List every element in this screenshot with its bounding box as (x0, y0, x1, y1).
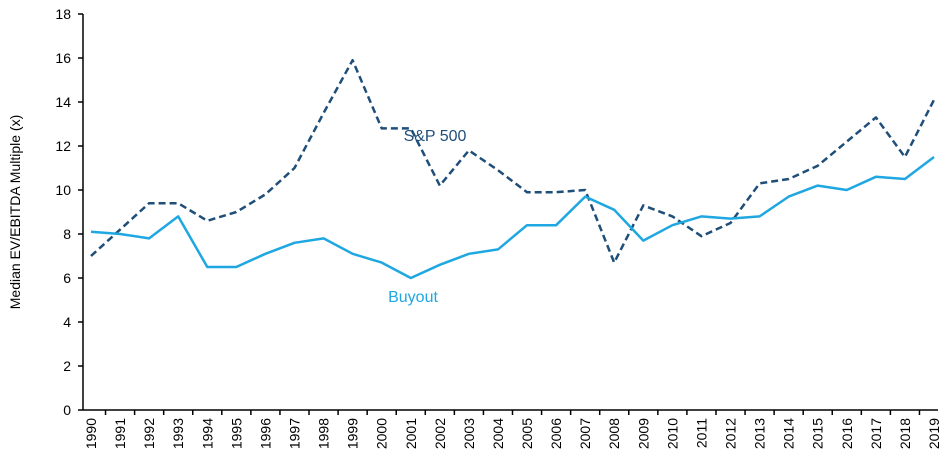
x-tick-label: 2016 (839, 418, 855, 449)
x-tick-label: 2011 (693, 418, 709, 448)
x-tick-label: 2017 (868, 418, 884, 449)
series-label: Buyout (388, 289, 438, 306)
x-tick-label: 2005 (519, 418, 535, 449)
series-line (90, 58, 936, 264)
x-tick-label: 1999 (345, 418, 361, 449)
x-tick-label: 1997 (286, 418, 302, 449)
x-tick-label: 2010 (664, 418, 680, 449)
y-tick-label: 4 (63, 314, 71, 330)
series-label: S&P 500 (404, 128, 467, 145)
x-tick-label: 2009 (635, 418, 651, 449)
x-tick-label: 2012 (723, 418, 739, 449)
y-tick-label: 10 (55, 182, 71, 198)
x-tick-label: 2002 (432, 418, 448, 449)
x-tick-label: 2008 (606, 418, 622, 449)
y-tick-label: 6 (63, 270, 71, 286)
x-tick-label: 2018 (897, 418, 913, 449)
x-tick-label: 1991 (112, 418, 128, 449)
x-tick-label: 1994 (199, 418, 215, 449)
x-tick-label: 2004 (490, 418, 506, 449)
x-tick-label: 2003 (461, 418, 477, 449)
y-tick-label: 12 (55, 138, 71, 154)
x-tick-label: 2007 (577, 418, 593, 449)
x-tick-label: 1990 (83, 418, 99, 449)
x-tick-label: 2014 (781, 418, 797, 449)
x-tick-label: 2013 (752, 418, 768, 449)
x-tick-label: 2000 (374, 418, 390, 449)
x-tick-label: 2001 (403, 418, 419, 449)
y-tick-label: 18 (55, 6, 71, 22)
y-tick-label: 8 (63, 226, 71, 242)
y-tick-label: 16 (55, 50, 71, 66)
series-line (90, 156, 935, 280)
y-tick-label: 2 (63, 358, 71, 374)
x-tick-label: 1998 (316, 418, 332, 449)
x-tick-label: 2015 (810, 418, 826, 449)
x-tick-label: 2006 (548, 418, 564, 449)
x-tick-label: 1995 (228, 418, 244, 449)
x-tick-label: 1992 (141, 418, 157, 449)
y-tick-label: 0 (63, 402, 71, 418)
y-tick-label: 14 (55, 94, 71, 110)
x-tick-label: 2019 (926, 418, 941, 449)
y-axis-label: Median EV/EBITDA Multiple (x) (7, 115, 23, 310)
x-tick-label: 1993 (170, 418, 186, 449)
x-tick-label: 1996 (257, 418, 273, 449)
